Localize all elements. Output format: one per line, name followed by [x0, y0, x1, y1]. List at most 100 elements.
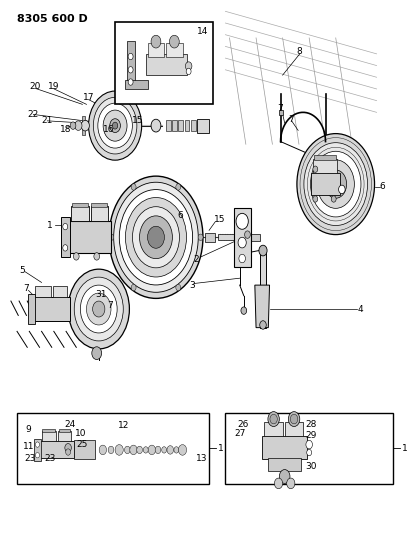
Text: 13: 13 — [196, 455, 207, 463]
Bar — [33, 297, 70, 321]
Text: 17: 17 — [83, 93, 94, 102]
Bar — [261, 435, 306, 459]
Circle shape — [63, 245, 67, 251]
Polygon shape — [254, 285, 269, 328]
Circle shape — [238, 237, 246, 248]
Text: 20: 20 — [29, 82, 40, 91]
Circle shape — [269, 414, 276, 424]
Circle shape — [175, 285, 180, 290]
Text: 22: 22 — [27, 110, 38, 119]
Circle shape — [86, 293, 111, 325]
Text: 28: 28 — [304, 420, 316, 429]
Bar — [172, 120, 177, 131]
Bar — [34, 439, 40, 461]
Bar — [35, 286, 51, 297]
Bar — [28, 294, 35, 324]
Text: 29: 29 — [304, 431, 316, 440]
Circle shape — [316, 160, 353, 208]
Circle shape — [324, 170, 346, 198]
Text: 8305 600 D: 8305 600 D — [17, 14, 88, 25]
Bar — [184, 120, 189, 131]
Text: 24: 24 — [64, 420, 76, 429]
Bar — [263, 422, 282, 435]
Circle shape — [112, 122, 117, 129]
Circle shape — [312, 166, 317, 172]
Text: 7: 7 — [107, 301, 113, 310]
Bar — [58, 431, 71, 441]
Circle shape — [161, 447, 166, 453]
Text: 12: 12 — [117, 422, 129, 431]
Circle shape — [68, 269, 129, 349]
Bar — [115, 22, 213, 104]
Circle shape — [151, 35, 160, 48]
Text: 3: 3 — [189, 280, 194, 289]
Circle shape — [88, 91, 141, 160]
Bar — [82, 116, 85, 135]
Text: 7: 7 — [287, 115, 293, 124]
Circle shape — [128, 67, 133, 73]
Circle shape — [139, 216, 172, 259]
Circle shape — [305, 440, 312, 449]
Bar — [68, 221, 111, 253]
Circle shape — [74, 121, 82, 131]
Circle shape — [99, 445, 106, 455]
Circle shape — [312, 196, 317, 202]
Bar — [127, 41, 135, 86]
Circle shape — [173, 447, 178, 453]
Text: 4: 4 — [357, 304, 362, 313]
Bar — [233, 208, 250, 266]
Bar — [267, 458, 300, 471]
Text: 8: 8 — [295, 47, 301, 55]
Circle shape — [124, 446, 130, 454]
Circle shape — [92, 301, 105, 317]
Circle shape — [92, 347, 101, 360]
Text: 15: 15 — [213, 215, 225, 224]
Text: 6: 6 — [379, 182, 384, 191]
Circle shape — [73, 253, 79, 260]
Bar — [166, 120, 171, 131]
Bar — [241, 233, 259, 241]
Circle shape — [65, 449, 70, 455]
Circle shape — [110, 119, 120, 133]
Bar — [91, 203, 107, 207]
Circle shape — [74, 277, 123, 341]
Text: 7: 7 — [23, 284, 29, 293]
Circle shape — [330, 178, 339, 190]
Bar — [259, 251, 265, 328]
Circle shape — [128, 53, 133, 60]
Circle shape — [244, 231, 250, 238]
Bar — [53, 286, 67, 297]
Text: 31: 31 — [95, 290, 106, 299]
Circle shape — [94, 253, 99, 260]
Text: 2: 2 — [193, 255, 198, 264]
Circle shape — [81, 120, 89, 131]
Text: 23: 23 — [45, 455, 56, 463]
Circle shape — [70, 122, 76, 130]
Circle shape — [130, 445, 137, 455]
Bar — [196, 119, 209, 133]
Text: 1: 1 — [47, 221, 53, 230]
Circle shape — [80, 285, 117, 333]
Text: 10: 10 — [74, 430, 86, 439]
Bar — [90, 206, 108, 221]
Circle shape — [109, 234, 113, 240]
Circle shape — [258, 245, 266, 256]
Text: 1: 1 — [401, 444, 407, 453]
Bar — [225, 413, 392, 484]
Circle shape — [338, 185, 344, 193]
Text: 7: 7 — [277, 103, 283, 112]
Circle shape — [125, 198, 186, 277]
Circle shape — [274, 478, 282, 489]
Circle shape — [279, 470, 289, 483]
Bar — [145, 54, 186, 75]
Circle shape — [131, 285, 136, 290]
Text: 26: 26 — [237, 420, 248, 429]
Circle shape — [198, 234, 202, 240]
Bar — [39, 441, 74, 458]
Circle shape — [115, 445, 123, 455]
Circle shape — [296, 134, 374, 235]
Circle shape — [128, 79, 133, 85]
Text: 11: 11 — [23, 442, 35, 451]
Bar — [218, 234, 238, 240]
Bar — [72, 203, 88, 207]
